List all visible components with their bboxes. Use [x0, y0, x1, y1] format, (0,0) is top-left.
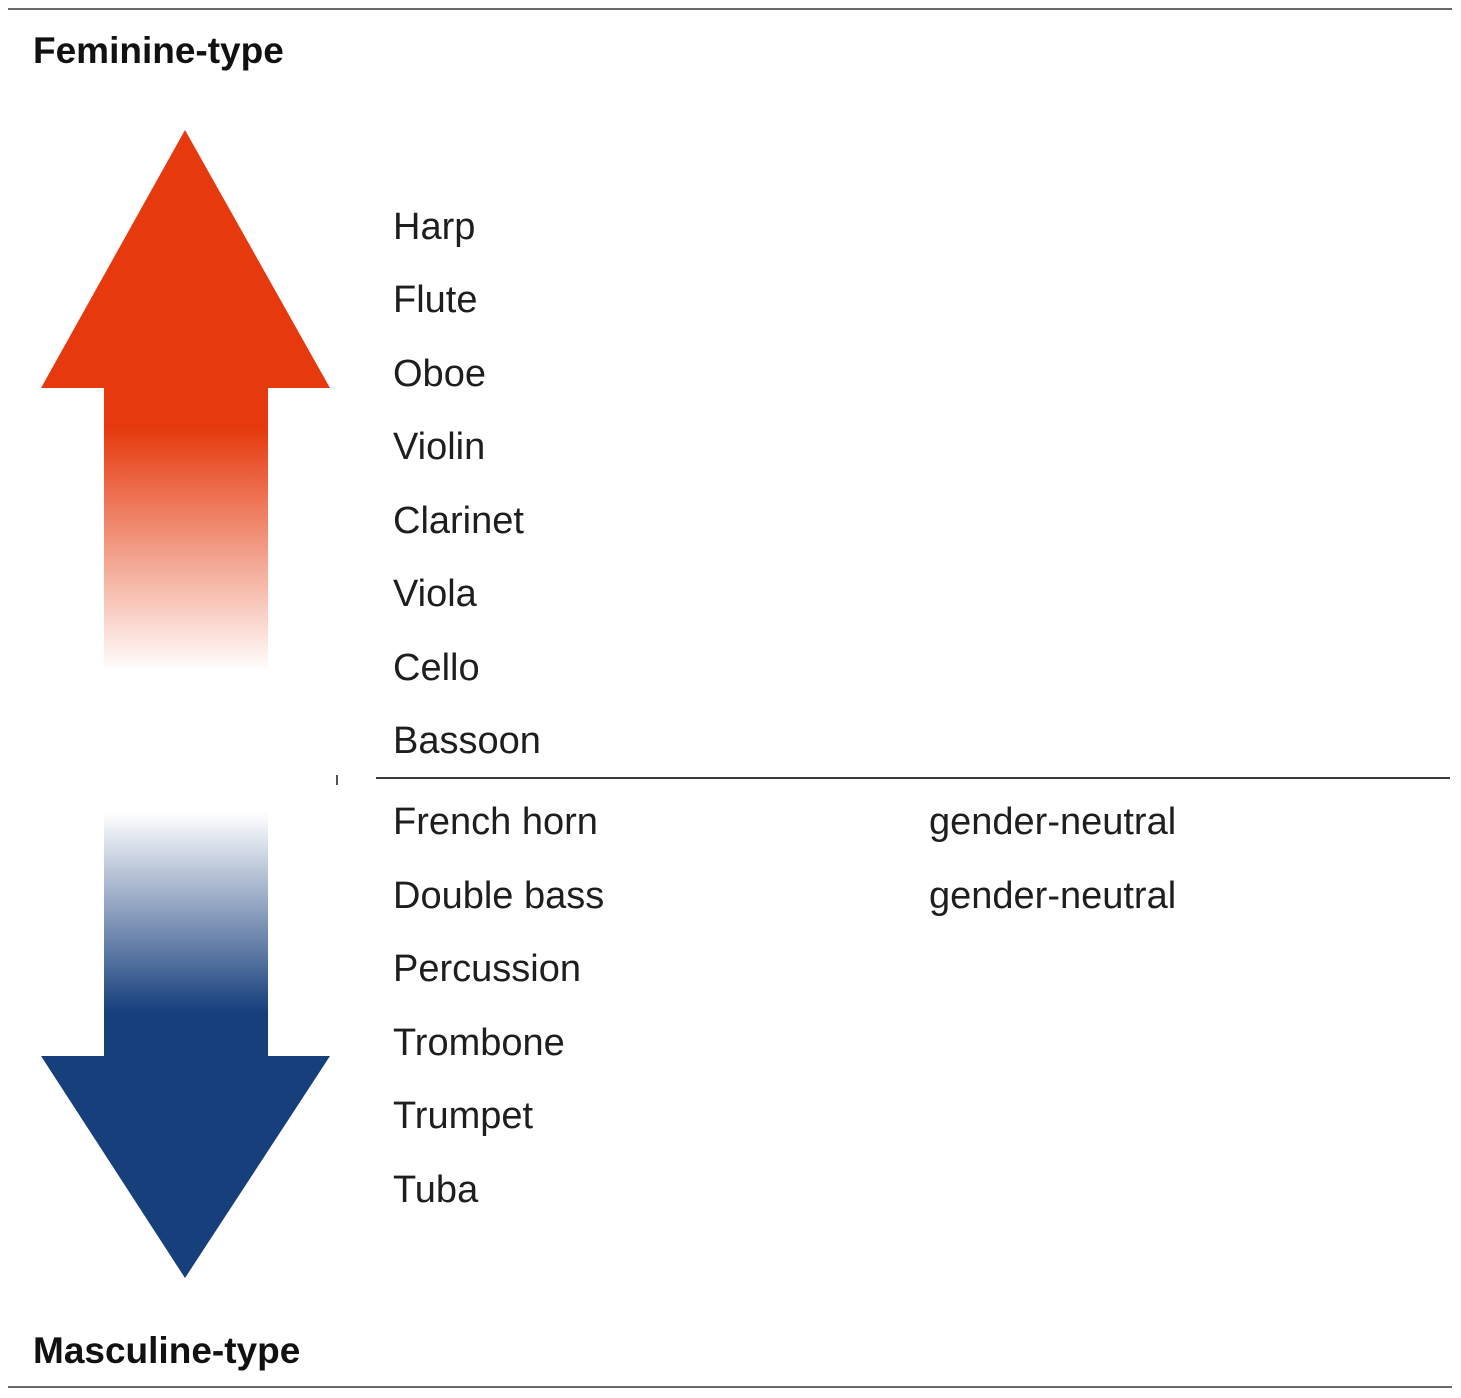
gender-divider-line	[376, 777, 1450, 779]
instrument-label: Flute	[393, 279, 478, 321]
instrument-label: Bassoon	[393, 720, 541, 762]
gender-neutral-note: gender-neutral	[929, 801, 1177, 843]
instrument-label: Violin	[393, 426, 486, 468]
top-rule	[8, 8, 1452, 10]
feminine-arrow	[41, 130, 330, 672]
masculine-arrow	[41, 812, 330, 1278]
instrument-label: Trumpet	[393, 1095, 534, 1137]
instrument-label: Trombone	[393, 1022, 565, 1064]
feminine-type-label: Feminine-type	[33, 30, 284, 71]
instrument-label: Harp	[393, 206, 476, 248]
divider-tick	[336, 775, 338, 785]
instrument-label: French horn	[393, 801, 598, 843]
instrument-label: Clarinet	[393, 500, 524, 542]
bottom-rule	[8, 1386, 1452, 1388]
instrument-label: Viola	[393, 573, 477, 615]
gender-neutral-note: gender-neutral	[929, 875, 1177, 917]
instrument-label: Double bass	[393, 875, 605, 917]
instrument-label: Oboe	[393, 353, 486, 395]
masculine-type-label: Masculine-type	[33, 1330, 301, 1371]
instrument-label: Tuba	[393, 1169, 479, 1211]
instrument-label: Percussion	[393, 948, 581, 990]
instrument-label: Cello	[393, 647, 480, 689]
